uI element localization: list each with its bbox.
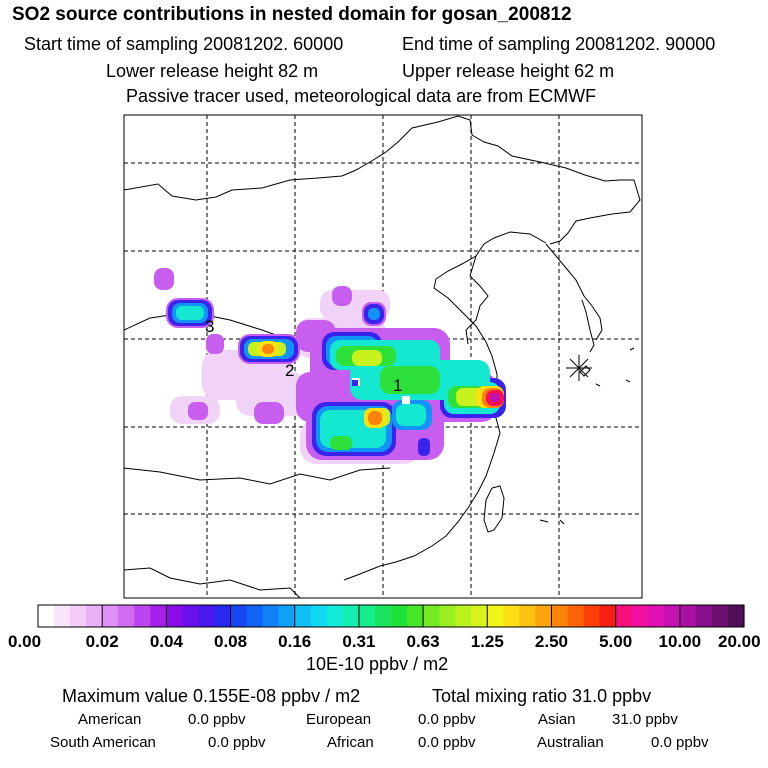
colorbar-swatch <box>439 605 456 627</box>
coastlines <box>124 115 641 598</box>
south-american-value: 0.0 ppbv <box>208 734 266 751</box>
colorbar-swatch <box>118 605 135 627</box>
colorbar-tick-label: 0.02 <box>86 632 119 651</box>
source-label-2: 2 <box>285 361 294 380</box>
colorbar-swatch <box>423 605 440 627</box>
colorbar-tick-label: 2.50 <box>535 632 568 651</box>
colorbar-swatch <box>38 605 55 627</box>
start-time-label: Start time of sampling 20081202. 60000 <box>24 34 344 54</box>
colorbar-swatch <box>391 605 408 627</box>
colorbar-swatch <box>342 605 360 627</box>
end-time-label: End time of sampling 20081202. 90000 <box>402 34 716 54</box>
colorbar-swatch <box>230 605 248 627</box>
upper-release-label: Upper release height 62 m <box>402 61 615 81</box>
colorbar-swatch <box>535 605 553 627</box>
colorbar-swatch <box>503 605 520 627</box>
source-label-1: 1 <box>393 376 402 395</box>
tracer-note: Passive tracer used, meteorological data… <box>126 86 597 106</box>
maximum-value: Maximum value 0.155E-08 ppbv / m2 <box>62 686 361 706</box>
total-mixing-ratio: Total mixing ratio 31.0 ppbv <box>432 686 652 706</box>
colorbar-swatch <box>519 605 537 627</box>
chart-title: SO2 source contributions in nested domai… <box>12 4 572 25</box>
colorbar-swatch <box>695 605 713 627</box>
colorbar-swatch <box>551 605 569 627</box>
colorbar-tick-label: 0.63 <box>407 632 440 651</box>
colorbar-swatch <box>278 605 296 627</box>
colorbar-swatch <box>214 605 232 627</box>
map-frame <box>123 114 643 599</box>
colorbar-swatch <box>615 605 633 627</box>
map-area: 1 2 3 <box>124 115 642 598</box>
colorbar-tick-label: 0.16 <box>278 632 311 651</box>
colorbar-tick-label: 10.00 <box>659 632 702 651</box>
colorbar-tick-label: 0.31 <box>342 632 375 651</box>
colorbar-tick-label: 1.25 <box>471 632 504 651</box>
colorbar-swatch <box>567 605 585 627</box>
asian-value: 31.0 ppbv <box>612 711 678 728</box>
colorbar-swatch <box>198 605 216 627</box>
colorbar-swatch <box>631 605 649 627</box>
colorbar-swatch <box>86 605 103 627</box>
colorbar-swatch <box>262 605 280 627</box>
colorbar-swatch <box>102 605 119 627</box>
colorbar-swatch <box>599 605 617 627</box>
american-label: American <box>78 711 142 728</box>
colorbar-swatch <box>166 605 184 627</box>
colorbar-tick-label: 0.08 <box>214 632 247 651</box>
colorbar-tick-label: 0.04 <box>150 632 184 651</box>
colorbar-swatch <box>70 605 87 627</box>
african-label: African <box>327 734 374 751</box>
australian-label: Australian <box>537 734 604 751</box>
colorbar-swatch <box>134 605 151 627</box>
colorbar-tick-label: 0.00 <box>8 632 41 651</box>
colorbar-swatch <box>294 605 312 627</box>
south-american-label: South American <box>50 734 156 751</box>
colorbar-swatch <box>663 605 681 627</box>
colorbar-swatch <box>374 605 392 627</box>
colorbar-swatch <box>246 605 264 627</box>
colorbar-swatch <box>679 605 697 627</box>
australian-value: 0.0 ppbv <box>651 734 709 751</box>
colorbar-swatch <box>647 605 665 627</box>
european-value: 0.0 ppbv <box>418 711 476 728</box>
colorbar-tick-labels: 0.00 0.02 0.04 0.08 0.16 0.31 0.63 1.25 2.50 5.00… <box>8 632 761 651</box>
asian-label: Asian <box>538 711 576 728</box>
african-value: 0.0 ppbv <box>418 734 476 751</box>
colorbar-swatch <box>583 605 601 627</box>
colorbar-swatch <box>471 605 488 627</box>
american-value: 0.0 ppbv <box>188 711 246 728</box>
colorbar-swatch <box>487 605 504 627</box>
colorbar <box>37 604 745 628</box>
colorbar-swatch <box>54 605 71 627</box>
colorbar-swatch <box>326 605 344 627</box>
colorbar-swatch <box>455 605 472 627</box>
colorbar-swatch <box>407 605 424 627</box>
european-label: European <box>306 711 372 728</box>
source-label-3: 3 <box>205 317 214 336</box>
colorbar-unit-label: 10E-10 ppbv / m2 <box>306 654 449 674</box>
colorbar-swatch <box>150 605 167 627</box>
colorbar-tick-label: 20.00 <box>718 632 761 651</box>
colorbar-swatch <box>727 605 745 627</box>
colorbar-swatch <box>358 605 376 627</box>
colorbar-swatch <box>182 605 200 627</box>
colorbar-swatch <box>711 605 729 627</box>
concentration-field <box>154 268 506 464</box>
lower-release-label: Lower release height 82 m <box>106 61 319 81</box>
colorbar-tick-label: 5.00 <box>599 632 632 651</box>
colorbar-swatch <box>310 605 328 627</box>
